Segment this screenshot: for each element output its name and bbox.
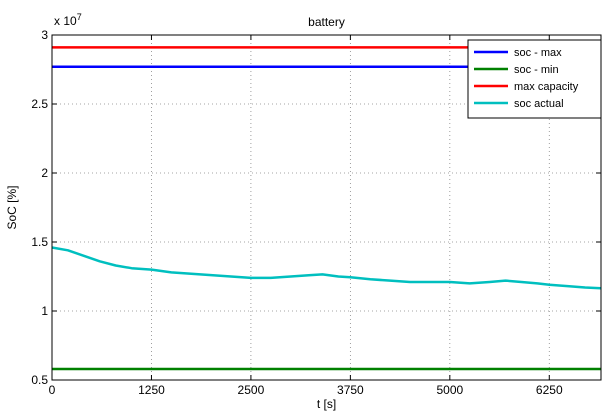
- y-tick-label: 2.5: [31, 97, 48, 111]
- y-tick-label: 0.5: [31, 373, 48, 387]
- chart-title: battery: [308, 15, 345, 29]
- y-exponent-power: 7: [77, 12, 82, 22]
- x-tick-label: 2500: [238, 383, 265, 397]
- y-tick-label: 1: [41, 304, 48, 318]
- y-tick-label: 3: [41, 28, 48, 42]
- x-tick-label: 1250: [138, 383, 165, 397]
- y-tick-label: 1.5: [31, 235, 48, 249]
- x-axis-label: t [s]: [317, 397, 336, 411]
- series-line-soc-actual: [51, 246, 602, 290]
- x-tick-label: 3750: [337, 383, 364, 397]
- plot-frame: [51, 34, 602, 381]
- legend-label-max-capacity: max capacity: [514, 81, 579, 93]
- axis-ticks: 0 1250 2500 3750 5000 6250 0.5 1 1.5 2 2.5 3: [31, 28, 601, 397]
- legend-label-soc-max: soc - max: [514, 47, 562, 59]
- x-tick-label: 0: [49, 383, 56, 397]
- legend-label-soc-actual: soc actual: [514, 98, 564, 110]
- grid-lines: [52, 35, 601, 380]
- y-exponent-label: x 107: [54, 12, 82, 28]
- y-axis-label: SoC [%]: [5, 185, 19, 229]
- y-exponent-base: x 10: [54, 14, 77, 28]
- legend-label-soc-min: soc - min: [514, 64, 559, 76]
- y-tick-label: 2: [41, 166, 48, 180]
- legend: soc - max soc - min max capacity soc actual: [467, 39, 602, 119]
- x-tick-label: 5000: [436, 383, 463, 397]
- x-tick-label: 6250: [536, 383, 563, 397]
